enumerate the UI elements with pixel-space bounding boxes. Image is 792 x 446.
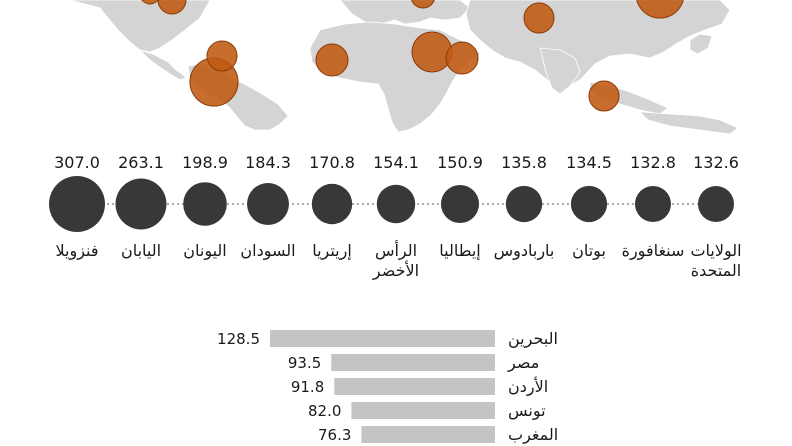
arab-countries-bar-chart: 128.5 البحرين 93.5 مصر 91.8 الأردن 82.0 تونس 76.…: [217, 329, 558, 445]
land-shape: [139, 49, 187, 81]
dot-country-label: الولايات: [690, 241, 741, 261]
dot-mark: [376, 184, 416, 224]
dot-mark: [698, 186, 734, 222]
bar-mark: [361, 426, 495, 443]
bar-mark: [270, 330, 495, 347]
bar-country-label: المغرب: [508, 425, 558, 445]
dot-marks: [49, 176, 734, 232]
land-shape: [689, 33, 713, 55]
dot-country-label: فنزويلا: [55, 241, 98, 261]
map-bubbles: [141, 0, 684, 112]
dot-country-label: بوتان: [572, 241, 606, 261]
bar-mark: [351, 402, 495, 419]
dot-value-label: 132.8: [630, 153, 676, 172]
dot-value-label: 150.9: [437, 153, 483, 172]
dot-mark: [115, 178, 167, 230]
land-shape: [339, 0, 471, 25]
dot-mark: [440, 184, 480, 224]
bar-country-label: الأردن: [508, 376, 548, 397]
dot-country-label: اليابان: [121, 241, 161, 260]
land-shape: [638, 111, 739, 135]
world-map: [69, 0, 739, 135]
dot-mark: [570, 185, 608, 223]
dot-country-label: إريتريا: [312, 241, 352, 261]
bar-country-label: البحرين: [508, 329, 558, 349]
dot-country-label: سنغافورة: [622, 241, 685, 261]
bar-value-label: 91.8: [291, 378, 324, 396]
bar-mark: [331, 354, 495, 371]
dot-mark: [247, 183, 289, 225]
dot-mark: [505, 185, 543, 223]
dot-mark: [183, 182, 227, 226]
map-bubble: [411, 0, 435, 9]
dot-country-label: الأخضر: [372, 260, 419, 281]
dot-country-label: المتحدة: [691, 261, 742, 280]
land-masses: [69, 0, 739, 135]
land-shape: [69, 0, 211, 53]
dot-country-label: اليونان: [183, 241, 227, 261]
dot-value-label: 154.1: [373, 153, 419, 172]
dot-value-label: 132.6: [693, 153, 739, 172]
dot-value-label: 170.8: [309, 153, 355, 172]
top-values-dot-chart: 307.0 263.1 198.9 184.3 170.8 154.1 150.9 135.8…: [49, 153, 742, 281]
land-shape: [539, 47, 581, 95]
dot-value-label: 184.3: [245, 153, 291, 172]
bar-value-label: 82.0: [308, 402, 341, 420]
dot-value-label: 263.1: [118, 153, 164, 172]
dot-country-label: إيطاليا: [439, 241, 480, 260]
dot-country-label: السودان: [240, 241, 295, 261]
dot-value-label: 134.5: [566, 153, 612, 172]
dot-country-label: باربادوس: [494, 241, 555, 261]
dot-value-label: 198.9: [182, 153, 228, 172]
dot-mark: [634, 185, 672, 223]
map-bubble: [206, 40, 238, 72]
dot-mark: [311, 183, 353, 225]
map-bubble: [157, 0, 187, 15]
map-bubble: [588, 80, 620, 112]
map-bubble: [636, 0, 684, 19]
land-shape: [309, 21, 481, 133]
dot-country-labels: فنزويلا اليابان اليونان السودان إريتريا الرأس…: [55, 240, 741, 281]
bar-value-label: 128.5: [217, 330, 260, 348]
dot-country-label: الرأس: [375, 240, 417, 261]
bar-value-label: 76.3: [318, 426, 351, 444]
map-bubble: [523, 2, 555, 34]
map-bubble: [411, 31, 453, 73]
map-bubble: [315, 43, 349, 77]
dot-value-label: 307.0: [54, 153, 100, 172]
dot-value-labels: 307.0 263.1 198.9 184.3 170.8 154.1 150.9 135.8…: [54, 153, 739, 172]
dot-mark: [49, 176, 105, 232]
bar-mark: [334, 378, 495, 395]
dot-value-label: 135.8: [501, 153, 547, 172]
bar-value-label: 93.5: [288, 354, 321, 372]
bar-marks: 128.5 البحرين 93.5 مصر 91.8 الأردن 82.0 تونس 76.…: [217, 329, 558, 445]
bar-country-label: مصر: [507, 353, 539, 373]
map-bubble: [445, 41, 479, 75]
bar-country-label: تونس: [508, 401, 546, 421]
map-bubble: [141, 0, 159, 5]
